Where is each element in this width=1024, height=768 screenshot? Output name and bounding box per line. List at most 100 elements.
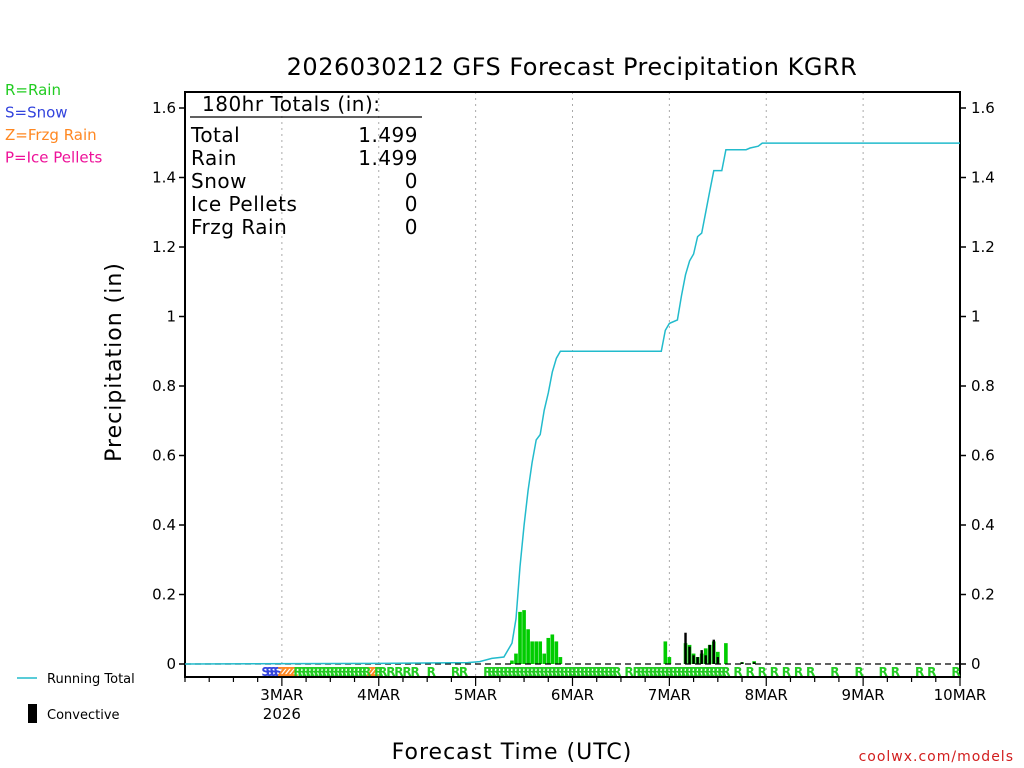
- precip-type-mark: R: [689, 665, 698, 679]
- precip-type-mark: R: [495, 665, 504, 679]
- totals-row-value: 0: [405, 192, 418, 216]
- x-tick-label: 4MAR: [357, 686, 400, 704]
- y-tick-label-right: 1.2: [971, 238, 995, 256]
- credit-text: coolwx.com/models: [859, 749, 1014, 765]
- precip-type-mark: R: [326, 665, 335, 679]
- precip-type-mark: R: [721, 665, 730, 679]
- totals-row-label: Frzg Rain: [191, 215, 287, 239]
- precip-type-mark: R: [451, 665, 460, 679]
- x-tick-sublabel: 2026: [263, 705, 301, 723]
- totals-row-label: Rain: [191, 146, 237, 170]
- precip-type-mark: R: [576, 665, 585, 679]
- y-tick-label: 0.6: [152, 447, 176, 465]
- precip-type-mark: R: [378, 665, 387, 679]
- precip-type-legend-entry: Z=Frzg Rain: [5, 126, 97, 144]
- precip-type-mark: R: [334, 665, 343, 679]
- precip-type-mark: Z: [286, 665, 295, 679]
- precip-type-mark: R: [556, 665, 565, 679]
- y-tick-label-right: 1.6: [971, 99, 995, 117]
- convective-bar: [688, 646, 691, 664]
- precip-type-mark: R: [394, 665, 403, 679]
- precip-type-legend-entry: S=Snow: [5, 104, 68, 122]
- precip-type-mark: R: [733, 665, 742, 679]
- y-tick-label: 0.4: [152, 516, 176, 534]
- precip-type-mark: R: [528, 665, 537, 679]
- precip-type-mark: R: [685, 665, 694, 679]
- convective-bar: [752, 662, 756, 664]
- hourly-precip-bars: [510, 610, 756, 664]
- precip-type-mark: R: [588, 665, 597, 679]
- precip-type-mark: R: [297, 665, 306, 679]
- precip-type-mark: R: [709, 665, 718, 679]
- precip-type-mark: R: [636, 665, 645, 679]
- precip-bar: [554, 641, 559, 664]
- precip-bar: [510, 660, 514, 664]
- precip-type-mark: R: [951, 665, 960, 679]
- precip-type-mark: R: [572, 665, 581, 679]
- precip-bar: [534, 641, 538, 664]
- precip-type-mark: R: [402, 665, 411, 679]
- precip-bar: [538, 641, 543, 664]
- precip-type-mark: R: [523, 665, 532, 679]
- precip-type-mark: R: [540, 665, 549, 679]
- precip-type-mark: R: [515, 665, 524, 679]
- precip-type-mark: S: [265, 665, 274, 679]
- y-axis-label: Precipitation (in): [102, 262, 127, 462]
- convective-bar: [712, 639, 715, 664]
- precip-type-mark: R: [338, 665, 347, 679]
- chart-title: 2026030212 GFS Forecast Precipitation KG…: [287, 53, 858, 81]
- precip-bar: [558, 657, 563, 664]
- precip-type-mark: R: [632, 665, 641, 679]
- precip-type-mark: R: [310, 665, 319, 679]
- totals-row-value: 0: [405, 215, 418, 239]
- totals-row-value: 0: [405, 169, 418, 193]
- precip-type-mark: R: [782, 665, 791, 679]
- series-legend-label: Convective: [47, 708, 120, 723]
- precip-type-mark: R: [693, 665, 702, 679]
- convective-bar: [708, 644, 711, 664]
- precip-type-mark: R: [584, 665, 593, 679]
- precip-type-mark: R: [681, 665, 690, 679]
- precip-type-mark: R: [673, 665, 682, 679]
- x-axis-label: Forecast Time (UTC): [392, 740, 633, 765]
- totals-row-label: Snow: [191, 169, 247, 193]
- precip-type-mark: R: [301, 665, 310, 679]
- precip-type-mark: R: [560, 665, 569, 679]
- precip-bar: [663, 641, 668, 664]
- precip-type-mark: R: [568, 665, 577, 679]
- totals-row-value: 1.499: [358, 123, 418, 147]
- precip-type-mark: R: [536, 665, 545, 679]
- precip-type-mark: R: [915, 665, 924, 679]
- precip-type-mark: R: [657, 665, 666, 679]
- x-tick-label: 3MAR: [260, 686, 303, 704]
- totals-row-label: Total: [190, 123, 240, 147]
- plot-frame: [184, 91, 961, 678]
- precip-type-mark: R: [548, 665, 557, 679]
- y-tick-label: 0.2: [152, 586, 176, 604]
- y-axis-right: 0 0.2 0.4 0.6 0.8 1 1.2 1.4 1.6: [960, 99, 995, 673]
- precip-type-mark: R: [600, 665, 609, 679]
- precip-type-mark: R: [491, 665, 500, 679]
- precip-bar: [518, 611, 522, 664]
- totals-title: 180hr Totals (in):: [202, 92, 381, 116]
- precip-type-mark: R: [306, 665, 315, 679]
- convective-bar: [700, 650, 703, 664]
- series-legend: Running Total Convective: [17, 672, 135, 723]
- y-tick-label: 1.4: [152, 169, 176, 187]
- precip-type-mark: R: [564, 665, 573, 679]
- precip-type-mark: R: [354, 665, 363, 679]
- precip-type-mark: R: [386, 665, 395, 679]
- precip-type-mark: R: [374, 665, 383, 679]
- precip-type-mark: R: [487, 665, 496, 679]
- precip-type-mark: R: [592, 665, 601, 679]
- x-tick-label: 7MAR: [648, 686, 691, 704]
- x-tick-label: 9MAR: [842, 686, 885, 704]
- precip-type-mark: R: [511, 665, 520, 679]
- precip-type-mark: R: [653, 665, 662, 679]
- precip-type-mark: R: [891, 665, 900, 679]
- y-tick-label-right: 0: [971, 655, 981, 673]
- precip-type-legend-entry: R=Rain: [5, 81, 61, 99]
- precip-type-mark: R: [483, 665, 492, 679]
